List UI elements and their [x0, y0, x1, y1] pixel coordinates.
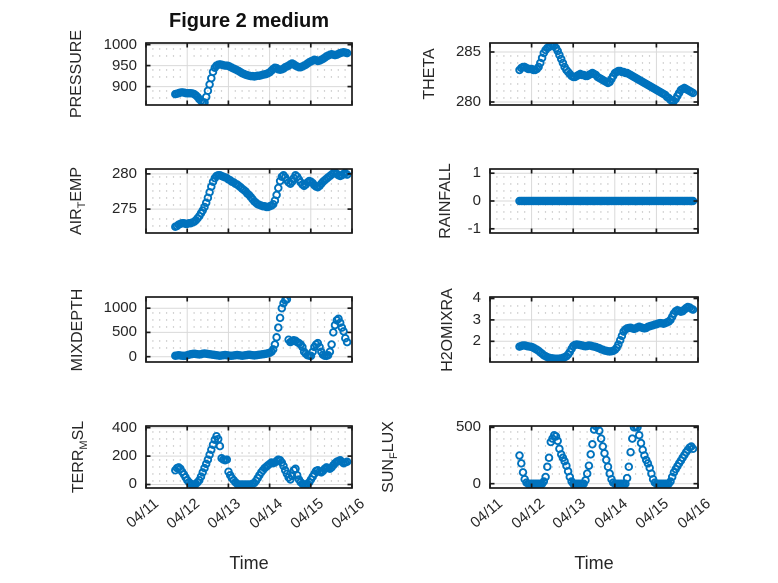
ylabel-sun_flux: SUNFLUX: [379, 421, 401, 493]
scatter-series-h2omixra: [515, 302, 698, 362]
ytick-terr_msl-400: 400: [111, 419, 137, 436]
major-grid-theta: [490, 43, 698, 105]
scatter-series-mixdepth: [171, 297, 352, 361]
ytick-rainfall--1: -1: [467, 220, 481, 237]
ytick-sun_flux-0: 0: [472, 475, 481, 492]
axes-box-h2omixra: [489, 296, 699, 363]
ylabel-terr_msl: TERRMSL: [69, 420, 91, 494]
minor-grid-air_temp: [152, 176, 346, 227]
ytick-air_temp-275: 275: [111, 200, 137, 217]
ytick-h2omixra-2: 2: [472, 332, 481, 349]
ytick-terr_msl-0: 0: [128, 475, 137, 492]
ylabel-mixdepth: MIXDEPTH: [69, 288, 86, 371]
ytick-pressure-900: 900: [111, 78, 137, 95]
minor-grid-sun_flux: [496, 431, 692, 475]
axes-box-sun_flux: [489, 425, 699, 489]
ytick-pressure-950: 950: [111, 57, 137, 74]
ylabel-h2omixra: H2OMIXRA: [439, 287, 456, 372]
xaxis-label-left: Time: [229, 553, 269, 573]
ytick-pressure-1000: 1000: [103, 36, 137, 53]
xaxis-label-right: Time: [574, 553, 614, 573]
subplot-rainfall: [489, 168, 699, 234]
ylabel-air_temp: AIRTEMP: [67, 166, 89, 236]
axes-box-theta: [489, 42, 699, 106]
ytick-theta-285: 285: [455, 43, 481, 60]
subplot-sun_flux: [489, 425, 699, 489]
ytick-sun_flux-500: 500: [455, 418, 481, 435]
ylabel-pressure: PRESSURE: [68, 29, 85, 119]
ytick-air_temp-280: 280: [111, 165, 137, 182]
plot-background-h2omixra: [490, 297, 698, 362]
ytick-mixdepth-500: 500: [111, 323, 137, 340]
ytick-h2omixra-4: 4: [472, 289, 481, 306]
axes-box-terr_msl: [145, 425, 353, 489]
ytick-rainfall-1: 1: [472, 164, 481, 181]
subplot-pressure: [145, 42, 353, 106]
axes-box-mixdepth: [145, 296, 353, 363]
scatter-series-pressure: [171, 47, 352, 105]
ytick-mixdepth-1000: 1000: [103, 299, 137, 316]
subplot-mixdepth: [145, 296, 353, 363]
scatter-series-theta: [515, 43, 698, 105]
subplot-h2omixra: [489, 296, 699, 363]
subplot-theta: [489, 42, 699, 106]
xtick-sun_flux-04-11: 04/11: [467, 495, 506, 532]
axes-box-air_temp: [145, 168, 353, 234]
figure-title: Figure 2 medium: [168, 10, 330, 32]
ylabel-rainfall: RAINFALL: [437, 163, 454, 239]
plot-background-terr_msl: [146, 426, 352, 488]
ytick-h2omixra-3: 3: [472, 311, 481, 328]
ytick-mixdepth-0: 0: [128, 348, 137, 365]
scatter-series-air_temp: [171, 169, 352, 231]
xtick-sun_flux-04-16: 04/16: [674, 495, 714, 533]
subplot-terr_msl: [145, 425, 353, 489]
ytick-theta-280: 280: [455, 93, 481, 110]
scatter-series-rainfall: [515, 196, 698, 206]
axes-box-pressure: [145, 42, 353, 106]
ylabel-theta: THETA: [421, 48, 438, 100]
ytick-terr_msl-200: 200: [111, 447, 137, 464]
ytick-rainfall-0: 0: [472, 192, 481, 209]
subplot-air_temp: [145, 168, 353, 234]
axes-box-rainfall: [489, 168, 699, 234]
